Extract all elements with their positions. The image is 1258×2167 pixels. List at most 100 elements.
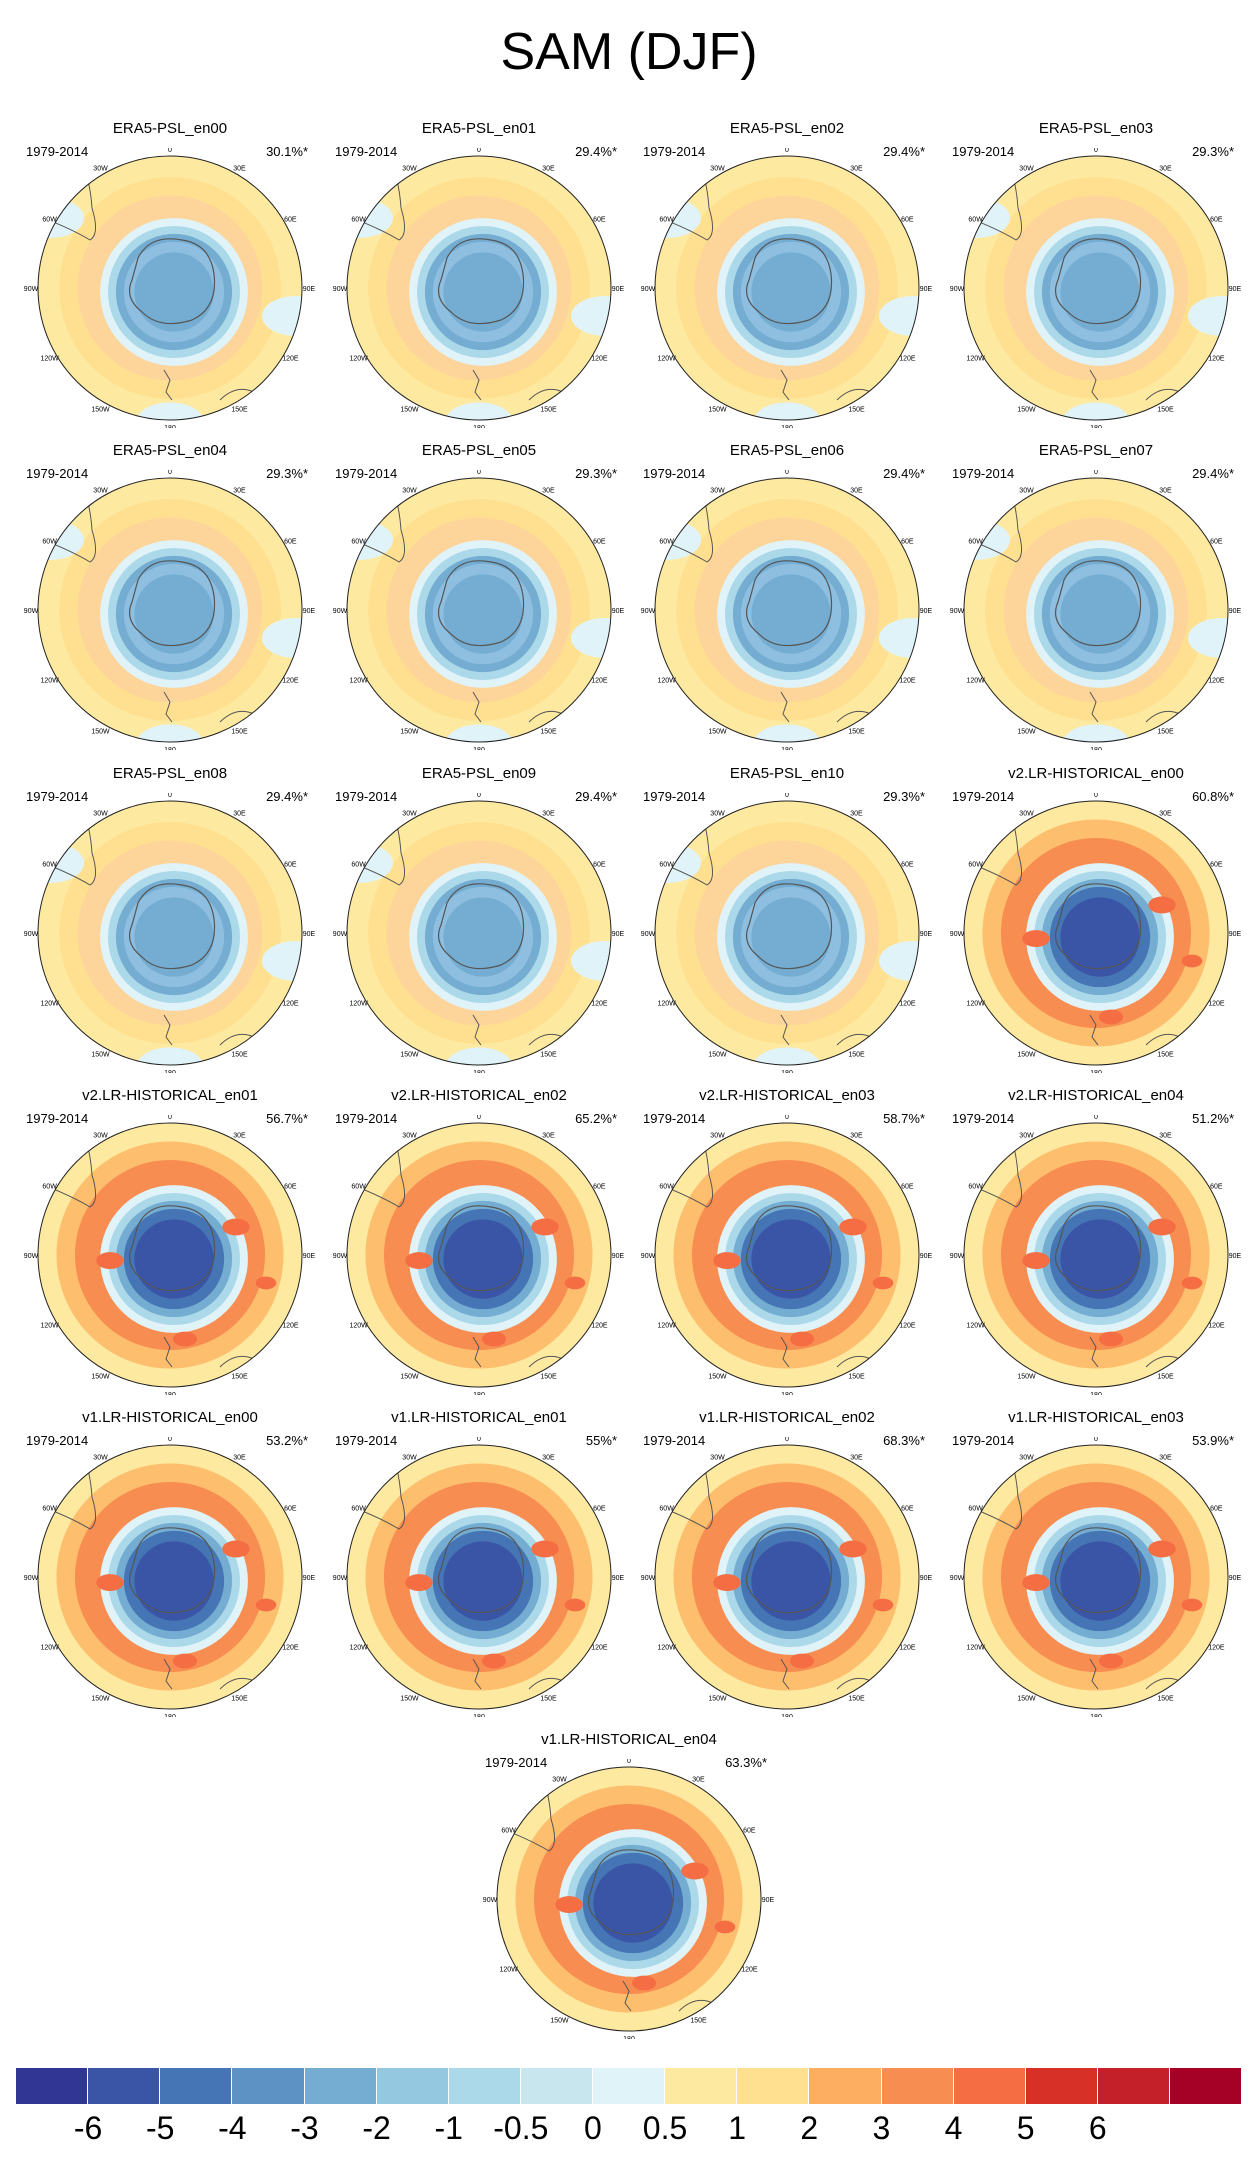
high-anomaly-blob — [564, 1276, 586, 1290]
longitude-label: 120E — [1208, 678, 1225, 685]
longitude-label: 60E — [1210, 1506, 1223, 1513]
longitude-label: 120E — [899, 1001, 916, 1008]
new-zealand-coastline — [780, 1014, 790, 1046]
panel-period: 1979-2014 — [643, 1111, 706, 1126]
colorbar-tick-label: -1 — [434, 2110, 463, 2146]
longitude-label: 180 — [781, 1392, 793, 1395]
longitude-label: 0 — [477, 1437, 481, 1443]
new-zealand-coastline — [780, 369, 790, 401]
longitude-label: 30W — [93, 1455, 108, 1462]
longitude-label: 150W — [708, 728, 727, 735]
longitude-label: 150E — [540, 1695, 557, 1702]
panel-title: v2.LR-HISTORICAL_en03 — [699, 1087, 875, 1104]
longitude-label: 180 — [781, 1714, 793, 1717]
longitude-label: 120W — [657, 1001, 676, 1008]
antarctica-coastline — [1055, 1205, 1142, 1292]
high-anomaly-blob — [481, 1331, 507, 1347]
polar-map: 0 30E 60E 90E 120E 150E 180 150W 120W 90W 60W 30W — [641, 793, 933, 1073]
high-anomaly-blob — [839, 1540, 867, 1558]
colorbar-swatch — [1025, 2068, 1098, 2104]
colorbar-tick-label: -5 — [146, 2110, 175, 2146]
longitude-label: 150E — [848, 406, 865, 413]
negative-anomaly-band — [751, 252, 831, 332]
longitude-label: 90W — [333, 608, 348, 615]
longitude-label: 30E — [850, 1455, 863, 1462]
longitude-label: 180 — [1090, 1714, 1102, 1717]
longitude-label: 180 — [164, 1392, 176, 1395]
polar-map: 0 30E 60E 90E 120E 150E 180 150W 120W 90W 60W 30W — [641, 1437, 933, 1717]
new-zealand-coastline — [163, 1014, 173, 1046]
longitude-label: 60W — [968, 862, 983, 869]
longitude-label: 60W — [42, 539, 57, 546]
map-border — [346, 1122, 612, 1388]
antarctica-coastline — [746, 560, 833, 647]
longitude-label: 30E — [1159, 1455, 1172, 1462]
polar-map: 0 30E 60E 90E 120E 150E 180 150W 120W 90W 60W 30W — [950, 793, 1242, 1073]
longitude-label: 90E — [303, 608, 316, 615]
longitude-label: 120W — [40, 1323, 59, 1330]
longitude-label: 30E — [542, 488, 555, 495]
high-anomaly-blob — [1148, 1218, 1176, 1236]
new-zealand-coastline — [1089, 691, 1099, 723]
colorbar-tick-label: -0.5 — [493, 2110, 549, 2146]
longitude-label: 120E — [591, 1645, 608, 1652]
colorbar-swatch — [16, 2068, 89, 2104]
map-border — [963, 1122, 1229, 1388]
colorbar-tick-labels: -6 -5 -4 -3 -2 -1 -0.5 0 0.5 1 2 3 4 5 6 — [16, 2110, 1242, 2154]
longitude-label: 180 — [781, 425, 793, 428]
panel-title: v1.LR-HISTORICAL_en03 — [1008, 1409, 1184, 1426]
longitude-label: 150E — [231, 1695, 248, 1702]
panel-title: ERA5-PSL_en09 — [421, 765, 537, 782]
panel-title: ERA5-PSL_en06 — [729, 442, 845, 459]
new-zealand-coastline — [472, 1014, 482, 1046]
panel-variance: 29.3%* — [1192, 144, 1234, 159]
high-anomaly-blob — [714, 1920, 736, 1934]
colorbar-swatch — [448, 2068, 521, 2104]
longitude-label: 120E — [282, 356, 299, 363]
polar-map: 0 30E 60E 90E 120E 150E 180 150W 120W 90W 60W 30W — [641, 148, 933, 428]
longitude-label: 60E — [593, 217, 606, 224]
longitude-label: 30E — [542, 166, 555, 173]
longitude-label: 60E — [1210, 539, 1223, 546]
polar-map: 0 30E 60E 90E 120E 150E 180 150W 120W 90W 60W 30W — [950, 1115, 1242, 1395]
longitude-label: 90W — [950, 931, 965, 938]
longitude-label: 30W — [1019, 811, 1034, 818]
polar-map: 0 30E 60E 90E 120E 150E 180 150W 120W 90W 60W 30W — [333, 1115, 625, 1395]
polar-map: 0 30E 60E 90E 120E 150E 180 150W 120W 90W 60W 30W — [24, 148, 316, 428]
weak-negative-blob — [571, 941, 611, 981]
longitude-label: 120E — [741, 1967, 758, 1974]
longitude-label: 180 — [164, 747, 176, 750]
longitude-label: 90E — [612, 608, 625, 615]
high-anomaly-blob — [1181, 1276, 1203, 1290]
longitude-label: 90W — [950, 608, 965, 615]
map-border — [963, 800, 1229, 1066]
longitude-label: 150W — [708, 1373, 727, 1380]
longitude-label: 0 — [1094, 793, 1098, 799]
longitude-label: 0 — [785, 1437, 789, 1443]
map-border — [37, 477, 303, 743]
longitude-label: 30E — [850, 488, 863, 495]
panel-title: ERA5-PSL_en05 — [421, 442, 537, 459]
antarctica-coastline — [438, 238, 525, 325]
longitude-label: 150E — [848, 1373, 865, 1380]
antarctica-coastline — [588, 1849, 675, 1936]
panel-title: v2.LR-HISTORICAL_en02 — [391, 1087, 567, 1104]
longitude-label: 150E — [690, 2017, 707, 2024]
high-anomaly-blob — [564, 1598, 586, 1612]
longitude-label: 150W — [91, 1051, 110, 1058]
longitude-label: 120E — [282, 678, 299, 685]
panel-variance: 53.9%* — [1192, 1433, 1234, 1448]
longitude-label: 150W — [400, 728, 419, 735]
longitude-label: 0 — [785, 1115, 789, 1121]
longitude-label: 0 — [168, 793, 172, 799]
longitude-label: 150E — [231, 406, 248, 413]
high-anomaly-blob — [1148, 1540, 1176, 1558]
longitude-label: 30W — [710, 1133, 725, 1140]
longitude-label: 30W — [552, 1777, 567, 1784]
panel-period: 1979-2014 — [335, 466, 398, 481]
longitude-label: 60E — [901, 862, 914, 869]
weak-negative-blob — [445, 724, 513, 742]
africa-coastline — [866, 806, 914, 838]
longitude-label: 120W — [966, 1645, 985, 1652]
map-panel: ERA5-PSL_en00 1979-2014 30.1%* 0 30E 60E 90E 12… — [20, 120, 320, 430]
